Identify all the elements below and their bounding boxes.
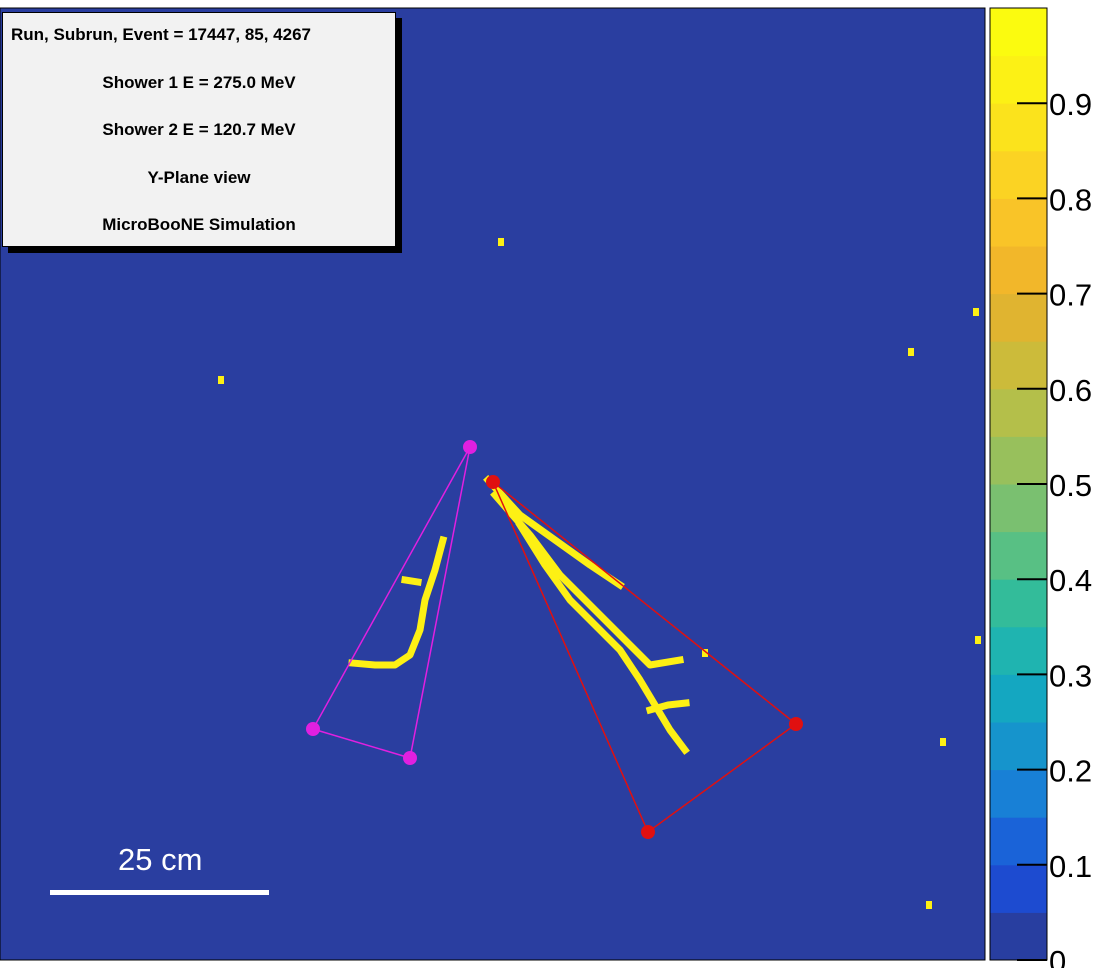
colorbar-band bbox=[990, 722, 1047, 771]
colorbar-band bbox=[990, 912, 1047, 961]
colorbar-axis: 0 0.1 0.2 0.3 0.4 0.5 0.6 0.7 0.8 0.9 bbox=[1017, 87, 1092, 968]
colorbar-tick-label: 0.6 bbox=[1049, 373, 1092, 408]
isolated-hit-4 bbox=[973, 308, 979, 316]
hit-track-6 bbox=[401, 576, 422, 586]
plane-view-text: Y-Plane view bbox=[147, 168, 251, 187]
shower-1-cone bbox=[492, 481, 798, 834]
shower-1-energy-text: Shower 1 E = 275.0 MeV bbox=[102, 73, 296, 92]
shower-2-cone bbox=[311, 446, 471, 759]
colorbar-tick-label: 0.3 bbox=[1049, 658, 1092, 693]
run-info-text: Run, Subrun, Event = 17447, 85, 4267 bbox=[11, 25, 311, 44]
colorbar-band bbox=[990, 674, 1047, 723]
shower-2-energy-text: Shower 2 E = 120.7 MeV bbox=[102, 120, 296, 139]
colorbar-tick-label: 0.1 bbox=[1049, 849, 1092, 884]
colorbar-tick-label: 0.8 bbox=[1049, 182, 1092, 217]
colorbar-band bbox=[990, 436, 1047, 485]
colorbar-band bbox=[990, 293, 1047, 342]
colorbar-band bbox=[990, 246, 1047, 295]
shower-2-vertex-3 bbox=[403, 751, 417, 765]
isolated-hit-1 bbox=[498, 238, 504, 246]
hit-layer bbox=[218, 238, 981, 909]
scale-bar bbox=[50, 890, 269, 895]
isolated-hit-3 bbox=[908, 348, 914, 356]
colorbar-tick-label: 0.5 bbox=[1049, 468, 1092, 503]
shower-1-vertex-2 bbox=[789, 717, 803, 731]
isolated-hit-6 bbox=[940, 738, 946, 746]
colorbar-band bbox=[990, 55, 1047, 104]
colorbar-band bbox=[990, 769, 1047, 818]
colorbar-band bbox=[990, 388, 1047, 437]
isolated-hit-8 bbox=[926, 901, 932, 909]
shower-1-vertex-3 bbox=[641, 825, 655, 839]
vertex-layer bbox=[306, 440, 803, 839]
colorbar-band bbox=[990, 103, 1047, 152]
colorbar-tick-label: 0.7 bbox=[1049, 278, 1092, 313]
hit-track-3 bbox=[515, 520, 690, 755]
colorbar-tick-label: 0.9 bbox=[1049, 87, 1092, 122]
hit-track-4 bbox=[645, 699, 690, 715]
isolated-hit-5 bbox=[702, 649, 708, 657]
colorbar-band bbox=[990, 150, 1047, 199]
scale-bar-label: 25 cm bbox=[118, 842, 203, 877]
colorbar-band bbox=[990, 864, 1047, 913]
colorbar-band bbox=[990, 198, 1047, 247]
colorbar-tick-label: 0 bbox=[1049, 944, 1066, 968]
colorbar-band bbox=[990, 484, 1047, 533]
colorbar-band bbox=[990, 626, 1047, 675]
isolated-hit-7 bbox=[975, 636, 981, 644]
shower-1-vertex-1 bbox=[486, 475, 500, 489]
isolated-hit-2 bbox=[218, 376, 224, 384]
colorbar-band bbox=[990, 579, 1047, 628]
shower-2-vertex-1 bbox=[463, 440, 477, 454]
event-info-box: Run, Subrun, Event = 17447, 85, 4267 Sho… bbox=[2, 12, 396, 247]
colorbar-band bbox=[990, 817, 1047, 866]
colorbar-band bbox=[990, 341, 1047, 390]
colorbar-band bbox=[990, 531, 1047, 580]
hit-track-1 bbox=[483, 475, 625, 590]
colorbar-tick-label: 0.4 bbox=[1049, 563, 1092, 598]
colorbar-tick-label: 0.2 bbox=[1049, 754, 1092, 789]
simulation-label-text: MicroBooNE Simulation bbox=[102, 215, 296, 234]
shower-2-vertex-2 bbox=[306, 722, 320, 736]
hit-track-5 bbox=[348, 535, 448, 669]
colorbar-band bbox=[990, 8, 1047, 57]
colorbar bbox=[989, 7, 1048, 961]
